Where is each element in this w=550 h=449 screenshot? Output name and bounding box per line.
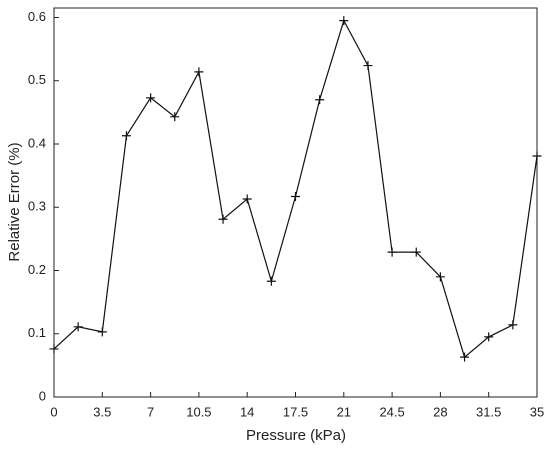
y-tick-label: 0 [39,388,46,403]
y-tick-label: 0.3 [28,199,46,214]
x-tick-label: 21 [337,404,351,419]
x-tick-label: 28 [433,404,447,419]
data-point [194,67,204,77]
y-tick-label: 0.1 [28,325,46,340]
data-point [121,131,131,141]
data-point [218,214,228,224]
y-tick-label: 0.2 [28,262,46,277]
x-axis-label: Pressure (kPa) [246,427,346,444]
y-tick-label: 0.6 [28,9,46,24]
data-point [411,247,421,257]
data-point [508,320,518,330]
data-line [53,19,538,359]
x-tick-label: 0 [50,404,57,419]
data-point [266,276,276,286]
data-point [363,61,373,71]
data-point [484,332,494,342]
data-point [339,16,349,26]
data-point [532,151,542,161]
y-axis-label: Relative Error (%) [6,142,23,261]
data-point [435,272,445,282]
data-point [146,93,156,103]
x-tick-label: 3.5 [93,404,111,419]
data-point [460,352,470,362]
y-tick-label: 0.4 [28,135,46,150]
x-tick-label: 10.5 [186,404,211,419]
y-tick-label: 0.5 [28,72,46,87]
x-tick-label: 35 [530,404,544,419]
data-point [242,194,252,204]
data-point [387,247,397,257]
plot-frame [53,7,538,398]
data-point [315,95,325,105]
x-tick-label: 17.5 [283,404,308,419]
x-tick-label: 7 [147,404,154,419]
x-tick-label: 14 [240,404,254,419]
data-point [73,322,83,332]
data-point [291,191,300,201]
data-point [49,344,59,354]
data-point [170,112,180,122]
data-point [97,327,107,337]
x-tick-label: 31.5 [476,404,501,419]
x-tick-label: 24.5 [379,404,404,419]
